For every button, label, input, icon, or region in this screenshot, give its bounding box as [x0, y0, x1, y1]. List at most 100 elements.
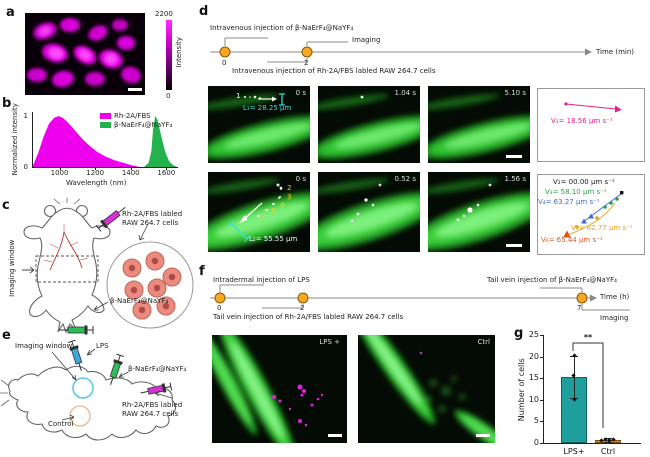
d-velocity-4-label: V₄= 63.27 μm s⁻¹ [538, 198, 600, 206]
control-injection-site [69, 405, 91, 427]
d-row2-time-1: 0 s [295, 175, 306, 183]
bar-y-tick: 20 [528, 351, 539, 361]
data-point [571, 353, 577, 358]
d-row2-time-3: 1.56 s [504, 175, 526, 183]
bar-category-label: LPS+ [563, 447, 585, 456]
particles-syringe [109, 353, 125, 385]
imaging-window-label: Imaging window [7, 239, 16, 297]
d-timeline-tick-0: 0 [222, 59, 227, 67]
d-row1-frame-1 [208, 86, 310, 163]
error-cap [604, 441, 612, 443]
d-velocity-3-label: V₃= 58.10 μm s⁻¹ [545, 188, 607, 196]
d-row2-point-5: 5 [271, 207, 276, 215]
panel-a-microscopy-image [25, 13, 145, 95]
panel-g-letter: g [514, 326, 524, 341]
tick-mark [95, 167, 97, 170]
green-syringe [59, 325, 94, 335]
mouse-lateral-illustration [0, 339, 177, 441]
d-timeline-dot-2 [301, 46, 313, 58]
f-timeline-dot-7 [576, 292, 588, 304]
d-row2-point-6: 6 [262, 214, 267, 222]
scale-bar [506, 244, 522, 247]
macrophage-signal-dots [272, 384, 324, 427]
legend-swatch-rh2a [100, 113, 111, 119]
bar-chart-plot-area: 0 5 10 15 20 25 LPS+ Ctrl [529, 330, 641, 456]
bar-y-tick: 0 [533, 438, 539, 447]
lps-label: LPS [96, 342, 109, 350]
cells-label-arrow [138, 223, 149, 241]
panel-e-letter: e [2, 328, 11, 343]
f-timeline-tick-0: 0 [217, 304, 222, 312]
spectra-x-tick: 1000 [50, 169, 69, 177]
d-velocity-2-label: V₂= 00.00 μm s⁻¹ [553, 178, 615, 186]
tick-mark [540, 335, 544, 336]
f-timeline-top-right-label: Tail vein injection of β-NaErF₄@NaYF₄ [487, 276, 617, 284]
bar-y-tick: 5 [533, 416, 539, 426]
scale-bar [476, 434, 490, 437]
spectra-y-tick: 1 [23, 112, 28, 121]
d-row2-point-3: 3 [287, 193, 292, 201]
particles-label: β-NaErF₄@NaYF₄ [110, 297, 169, 305]
d-row2-point-2: 2 [287, 184, 292, 192]
tick-mark [540, 378, 544, 380]
panel-d-letter: d [199, 4, 209, 19]
spectra-plot-area [32, 112, 178, 168]
f-ctrl-image-label: Ctrl [477, 338, 490, 346]
f-timeline-imaging-label: Imaging [600, 314, 629, 322]
f-ctrl-image [358, 335, 495, 443]
d-timeline-dot-0 [219, 46, 231, 58]
d-timeline-bottom-label: Intravenous injection of Rh-2A/FBS lable… [232, 67, 436, 75]
magenta-cells-image [25, 13, 145, 95]
legend-label-naerf: β-NaErF₄@NaYF₄ [114, 121, 173, 129]
d-row2-length-label: L₂= 55.55 μm [249, 235, 298, 243]
lps-injection-site [72, 377, 94, 399]
panel-a-letter: a [6, 5, 15, 20]
f-timeline-tick-7: 7 [577, 304, 582, 312]
d-timeline-imaging-label: Imaging [352, 36, 381, 44]
d-velocity-5-label: V₅= 62.77 μm s⁻¹ [571, 224, 633, 232]
lps-syringe [67, 339, 83, 371]
f-timeline-dot-2 [297, 292, 309, 304]
f-lps-image-label: LPS + [319, 338, 340, 346]
d-velocity-1-label: V₁= 18.56 μm s⁻¹ [551, 117, 613, 125]
particles-label-e: β-NaErF₄@NaYF₄ [128, 365, 187, 373]
colorbar-min-label: 0 [166, 92, 171, 100]
f-timeline-dot-0 [214, 292, 226, 304]
tick-mark [540, 399, 544, 401]
annotation-arrows [51, 348, 173, 421]
cells-syringe [140, 382, 173, 395]
bar-y-tick: 25 [528, 330, 539, 339]
f-timeline-top-left-label: Intradermal injection of LPS [213, 276, 310, 284]
legend-label-rh2a: Rh-2A/FBS [114, 112, 151, 120]
spectra-x-tick: 1200 [86, 169, 105, 177]
spectra-x-tick: 1400 [121, 169, 140, 177]
bar-chart-y-axis-label: Number of cells [517, 358, 527, 422]
spectra-x-axis-label: Wavelength (nm) [66, 179, 127, 187]
cells-label-line1: Rh-2A/FBS labled [122, 210, 183, 218]
tick-mark [130, 167, 132, 170]
f-timeline-bottom-left-label: Tail vein injection of Rh-2A/FBS labled … [213, 313, 404, 321]
scale-bar [506, 155, 522, 158]
d-row2-frame-3 [428, 172, 530, 252]
d-row2-frame-2 [318, 172, 420, 252]
imaging-window-outline [35, 255, 99, 283]
spectra-y-axis-label: Normalized intensity [10, 103, 19, 176]
spectrum-series-1 [144, 116, 178, 167]
d-row1-time-1: 0 s [295, 89, 306, 97]
scale-bar [128, 88, 142, 91]
d-velocity-6-label: V₆= 65.44 μm s⁻¹ [541, 236, 603, 244]
spectra-x-tick: 1600 [157, 169, 176, 177]
spectra-y-tick: 0 [23, 163, 28, 171]
panel-c-letter: c [2, 198, 10, 213]
spectrum-series-0 [33, 116, 140, 167]
raw-cells [122, 251, 182, 320]
imaging-window-arrow [22, 266, 35, 274]
panel-b-letter: b [2, 96, 12, 111]
d-row2-point-4: 4 [280, 201, 285, 209]
control-label: Control [48, 420, 74, 428]
imaging-window-label-e: Imaging window [15, 342, 73, 350]
particles-label-arrow [93, 301, 109, 311]
legend-swatch-naerf [100, 122, 111, 128]
bar-y-tick: 15 [528, 373, 539, 383]
